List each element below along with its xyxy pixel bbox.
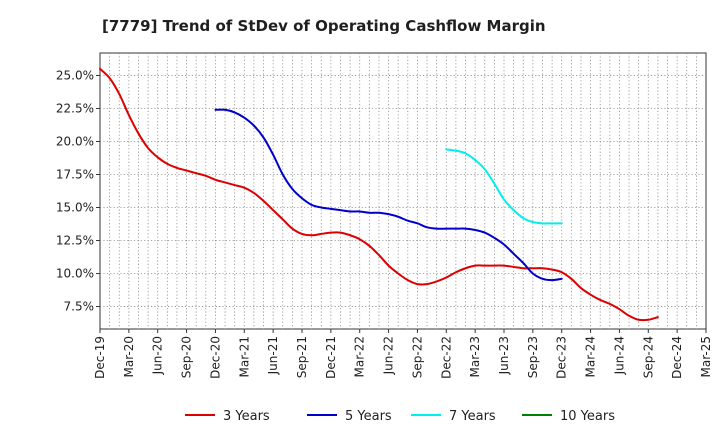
series-line-3-years: [99, 67, 659, 322]
legend-label: 7 Years: [449, 409, 496, 424]
plot-frame: [99, 52, 707, 330]
x-tick-label: Dec-22: [439, 336, 453, 379]
x-tick-label: Jun-20: [151, 336, 165, 375]
series-line-7-years: [445, 148, 563, 225]
x-tick-label: Jun-23: [497, 336, 511, 375]
x-tick-label: Sep-21: [295, 336, 309, 378]
legend: 3 Years 5 Years 7 Years 10 Years: [185, 409, 615, 424]
x-tick-label: Mar-25: [699, 336, 713, 377]
x-tick-label: Mar-24: [584, 336, 598, 377]
x-tick-label: Jun-22: [382, 336, 396, 375]
series-line-5-years: [214, 108, 563, 282]
legend-item-7-years: 7 Years: [411, 409, 496, 424]
x-tick-label: Dec-24: [670, 336, 684, 379]
x-tick-label: Dec-20: [208, 336, 222, 379]
x-tick-label: Sep-22: [410, 336, 424, 378]
legend-item-3-years: 3 Years: [185, 409, 270, 424]
y-tick-label: 25.0%: [56, 68, 94, 82]
y-tick-label: 12.5%: [56, 234, 94, 248]
legend-label: 3 Years: [223, 409, 270, 424]
legend-label: 10 Years: [560, 409, 615, 424]
y-tick-label: 22.5%: [56, 101, 94, 115]
x-tick-label: Mar-20: [122, 336, 136, 377]
y-tick-label: 17.5%: [56, 167, 94, 181]
legend-item-5-years: 5 Years: [307, 409, 392, 424]
plot-area: 7.5% 10.0% 12.5% 15.0% 17.5% 20.0% 22.5% 25.0% D…: [56, 52, 713, 379]
y-tick-label: 15.0%: [56, 201, 94, 215]
x-tick-label: Sep-23: [526, 336, 540, 378]
x-tick-label: Jun-24: [612, 336, 626, 375]
x-tick-label: Jun-21: [266, 336, 280, 375]
y-tick-label: 7.5%: [64, 300, 95, 314]
x-tick-label: Sep-24: [641, 336, 655, 378]
x-tick-label: Dec-19: [93, 336, 107, 379]
x-tick-label: Mar-21: [237, 336, 251, 377]
legend-item-10-years: 10 Years: [522, 409, 615, 424]
y-tick-label: 10.0%: [56, 267, 94, 281]
x-tick-label: Mar-23: [468, 336, 482, 377]
legend-label: 5 Years: [345, 409, 392, 424]
x-tick-label: Sep-20: [180, 336, 194, 378]
x-tick-label: Dec-21: [324, 336, 338, 379]
y-tick-label: 20.0%: [56, 134, 94, 148]
x-tick-label: Dec-23: [555, 336, 569, 379]
x-tick-label: Mar-22: [353, 336, 367, 377]
chart-title: [7779] Trend of StDev of Operating Cashf…: [102, 17, 546, 35]
